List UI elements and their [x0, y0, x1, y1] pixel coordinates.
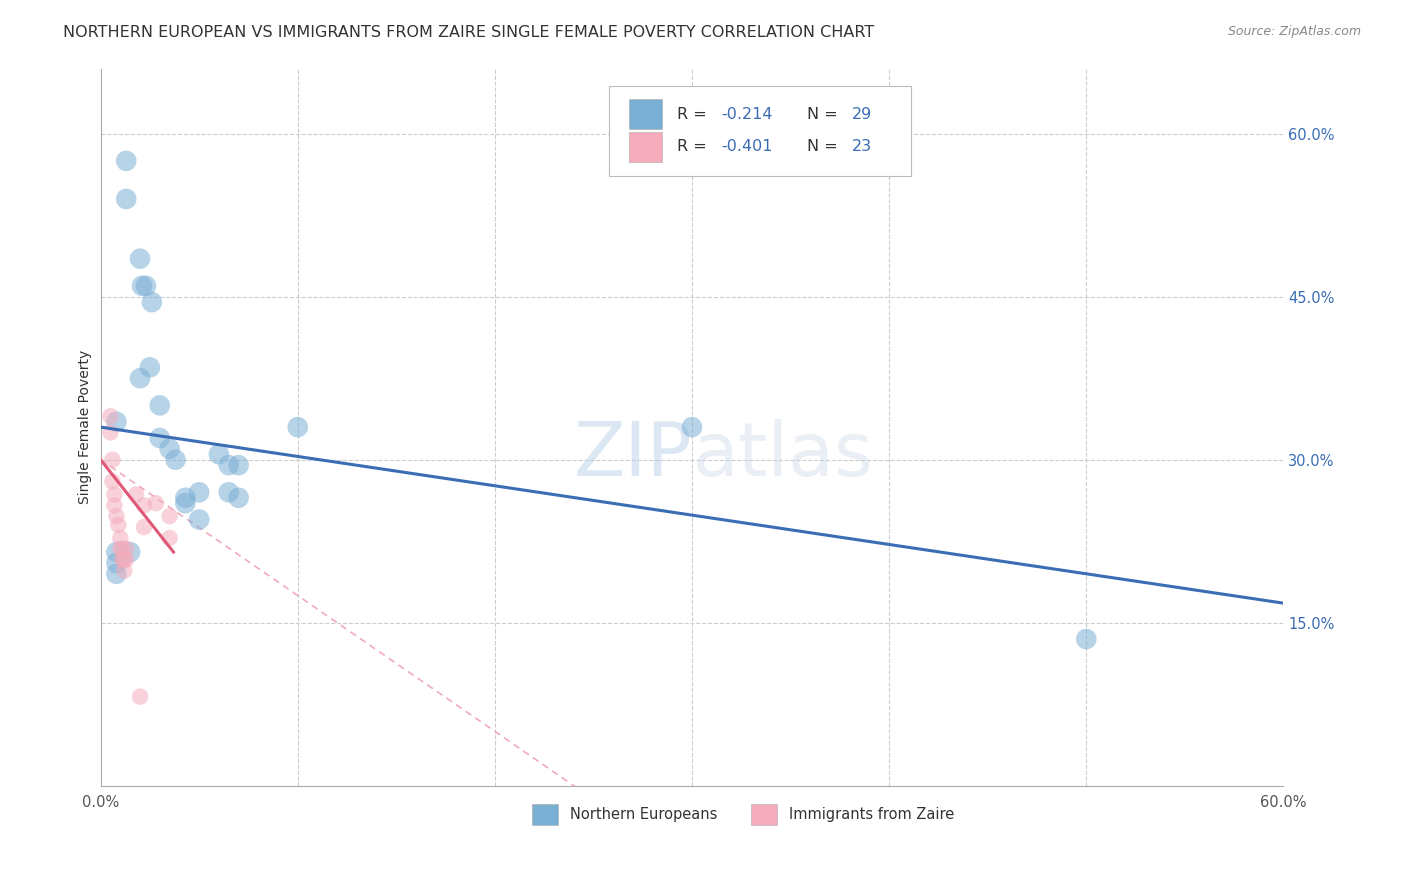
- Point: [159, 442, 181, 456]
- Point: [103, 499, 125, 513]
- Point: [101, 452, 124, 467]
- Text: -0.401: -0.401: [721, 139, 773, 154]
- Point: [132, 520, 155, 534]
- Point: [103, 487, 125, 501]
- Point: [115, 552, 138, 566]
- Point: [159, 509, 181, 524]
- Text: Northern Europeans: Northern Europeans: [571, 807, 717, 822]
- Point: [174, 491, 197, 505]
- Point: [135, 278, 157, 293]
- Point: [165, 452, 187, 467]
- Point: [111, 541, 134, 556]
- Point: [101, 475, 124, 489]
- Point: [681, 420, 703, 434]
- FancyBboxPatch shape: [630, 99, 662, 129]
- Point: [105, 545, 128, 559]
- Text: NORTHERN EUROPEAN VS IMMIGRANTS FROM ZAIRE SINGLE FEMALE POVERTY CORRELATION CHA: NORTHERN EUROPEAN VS IMMIGRANTS FROM ZAI…: [63, 25, 875, 40]
- Text: atlas: atlas: [692, 419, 873, 492]
- Point: [218, 485, 240, 500]
- Point: [105, 509, 128, 524]
- Point: [131, 278, 153, 293]
- FancyBboxPatch shape: [533, 804, 558, 825]
- Text: R =: R =: [676, 107, 711, 122]
- Point: [188, 485, 211, 500]
- Text: -0.214: -0.214: [721, 107, 773, 122]
- Point: [129, 371, 152, 385]
- Point: [174, 496, 197, 510]
- Point: [105, 415, 128, 429]
- FancyBboxPatch shape: [609, 87, 911, 176]
- Point: [145, 496, 167, 510]
- Text: N =: N =: [807, 107, 842, 122]
- Point: [149, 431, 172, 445]
- Text: ZIP: ZIP: [574, 419, 692, 492]
- Point: [141, 295, 163, 310]
- Text: Immigrants from Zaire: Immigrants from Zaire: [789, 807, 955, 822]
- Point: [100, 425, 122, 440]
- Text: 29: 29: [852, 107, 872, 122]
- Point: [111, 552, 134, 566]
- Point: [1076, 632, 1098, 646]
- Point: [132, 499, 155, 513]
- Point: [129, 690, 152, 704]
- Point: [218, 458, 240, 472]
- Point: [115, 541, 138, 556]
- Point: [105, 566, 128, 581]
- Text: N =: N =: [807, 139, 842, 154]
- Point: [112, 564, 135, 578]
- Point: [107, 517, 129, 532]
- Point: [120, 545, 142, 559]
- Point: [149, 398, 172, 412]
- Point: [129, 252, 152, 266]
- Point: [188, 512, 211, 526]
- Point: [100, 409, 122, 424]
- Point: [115, 192, 138, 206]
- Point: [159, 531, 181, 545]
- Point: [112, 552, 135, 566]
- FancyBboxPatch shape: [630, 132, 662, 161]
- Point: [115, 153, 138, 168]
- Text: R =: R =: [676, 139, 711, 154]
- Point: [105, 556, 128, 570]
- Point: [287, 420, 309, 434]
- Point: [125, 487, 148, 501]
- Point: [208, 447, 231, 461]
- Point: [139, 360, 162, 375]
- FancyBboxPatch shape: [751, 804, 778, 825]
- Point: [228, 491, 250, 505]
- Y-axis label: Single Female Poverty: Single Female Poverty: [79, 350, 93, 504]
- Point: [228, 458, 250, 472]
- Text: 23: 23: [852, 139, 872, 154]
- Point: [110, 531, 132, 545]
- Point: [110, 541, 132, 556]
- Text: Source: ZipAtlas.com: Source: ZipAtlas.com: [1227, 25, 1361, 38]
